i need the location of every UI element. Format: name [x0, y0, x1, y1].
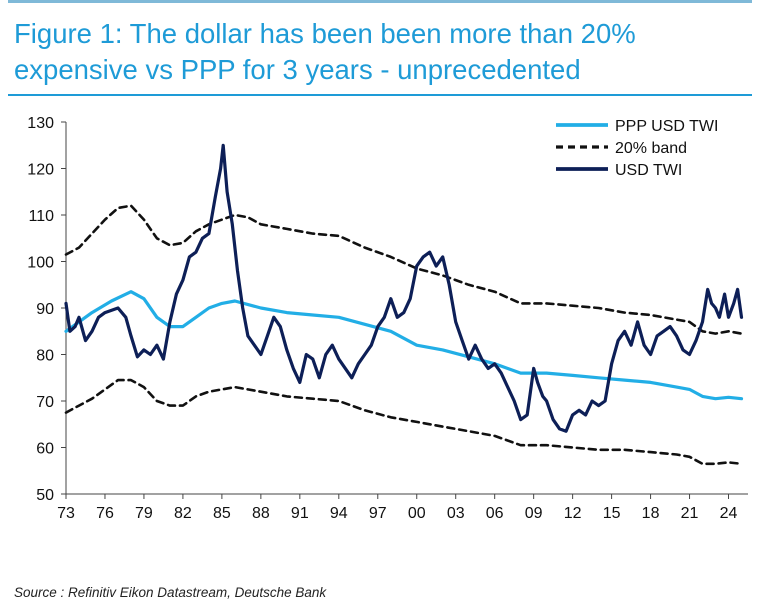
series-usd-twi — [64, 143, 744, 433]
x-tick-label: 82 — [174, 505, 192, 522]
y-tick-label: 110 — [28, 208, 54, 225]
y-tick-label: 90 — [36, 301, 54, 318]
x-tick-label: 21 — [681, 505, 699, 522]
y-tick-label: 120 — [27, 162, 54, 179]
x-tick-label: 00 — [408, 505, 426, 522]
x-tick-label: 03 — [447, 505, 465, 522]
x-tick-label: 91 — [291, 505, 309, 522]
x-tick-label: 18 — [642, 505, 660, 522]
title-divider — [8, 94, 752, 96]
y-tick-label: 130 — [27, 115, 54, 132]
x-tick-label: 94 — [330, 505, 348, 522]
title-line-1: Figure 1: The dollar has been been more … — [14, 18, 636, 49]
chart-title: Figure 1: The dollar has been been more … — [14, 16, 754, 88]
x-tick-label: 24 — [720, 505, 738, 522]
series-band-upper — [64, 204, 743, 335]
y-tick-label: 80 — [36, 348, 54, 365]
x-tick-label: 97 — [369, 505, 387, 522]
x-tick-label: 06 — [486, 505, 504, 522]
x-tick-label: 12 — [564, 505, 582, 522]
legend-label: PPP USD TWI — [615, 118, 718, 135]
series-band-lower — [64, 378, 743, 466]
legend-label: USD TWI — [615, 162, 682, 179]
x-tick-label: 76 — [96, 505, 114, 522]
top-border — [8, 0, 752, 3]
x-tick-label: 79 — [135, 505, 153, 522]
x-tick-label: 73 — [57, 505, 75, 522]
x-tick-label: 88 — [252, 505, 270, 522]
title-line-2: expensive vs PPP for 3 years - unprecede… — [14, 54, 581, 85]
x-tick-label: 85 — [213, 505, 231, 522]
y-tick-label: 100 — [27, 255, 54, 272]
source-note: Source : Refinitiv Eikon Datastream, Deu… — [14, 585, 327, 600]
y-tick-label: 70 — [36, 394, 54, 411]
x-tick-label: 15 — [603, 505, 621, 522]
y-tick-label: 50 — [36, 487, 54, 504]
legend-label: 20% band — [615, 140, 687, 157]
y-tick-label: 60 — [36, 441, 54, 458]
x-tick-label: 09 — [525, 505, 543, 522]
